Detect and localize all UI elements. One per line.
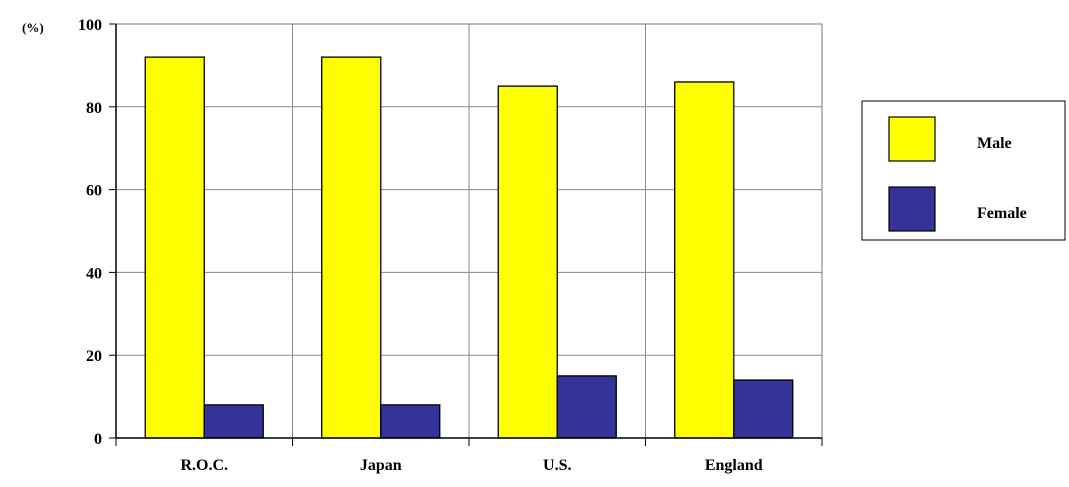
bar-male-roc — [144, 56, 205, 439]
legend: Male Female — [861, 100, 1066, 241]
y-tick-label: 40 — [86, 265, 102, 282]
legend-label-female: Female — [977, 205, 1027, 222]
bar-female-japan — [380, 404, 441, 439]
legend-label-male: Male — [977, 135, 1012, 152]
y-tick-label: 80 — [86, 100, 102, 117]
x-tick-label: Japan — [360, 457, 402, 474]
legend-swatch-female — [888, 186, 936, 232]
bar-male-japan — [321, 56, 382, 439]
bar-male-us — [497, 85, 558, 439]
legend-swatch-male — [888, 116, 936, 162]
y-tick-label: 0 — [94, 431, 102, 448]
y-tick-labels: 0 20 40 60 80 100 — [78, 17, 102, 448]
bar-female-england — [733, 379, 794, 439]
bar-female-us — [556, 375, 617, 439]
x-tick-labels: R.O.C. Japan U.S. England — [180, 457, 762, 474]
y-tick-label: 60 — [86, 183, 102, 200]
y-tick-label: 20 — [86, 348, 102, 365]
x-tick-label: England — [705, 457, 763, 474]
y-tick-label: 100 — [78, 17, 102, 34]
axes — [109, 23, 823, 446]
bar-male-england — [674, 81, 735, 439]
x-tick-label: U.S. — [543, 457, 571, 474]
bars — [144, 56, 794, 439]
bar-female-roc — [203, 404, 264, 439]
x-tick-label: R.O.C. — [180, 457, 228, 474]
y-unit-label: (%) — [22, 20, 44, 35]
